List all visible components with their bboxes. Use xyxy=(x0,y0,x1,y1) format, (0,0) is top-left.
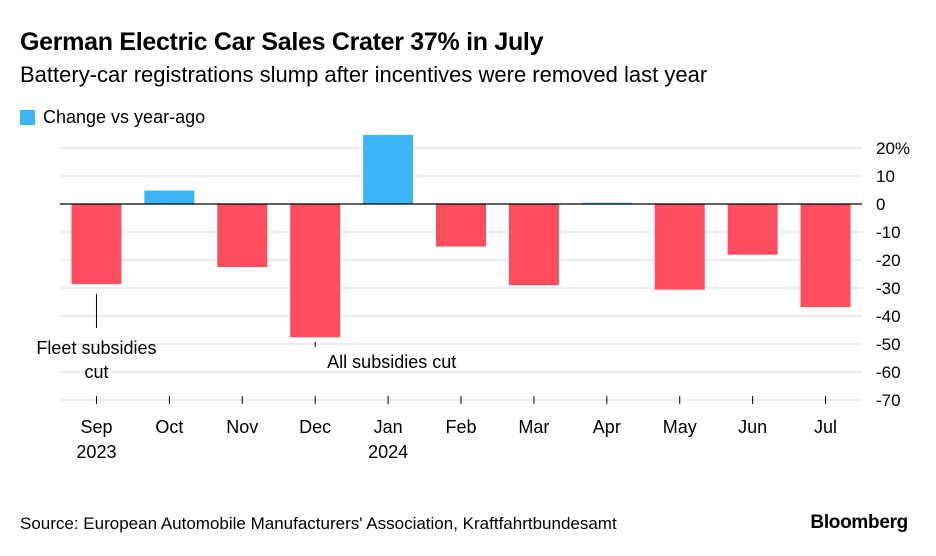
x-tick-label: Jul xyxy=(814,417,837,437)
bar xyxy=(727,204,778,255)
annotation-text: cut xyxy=(84,362,108,382)
legend-swatch xyxy=(20,110,35,125)
y-tick-label: -30 xyxy=(876,279,901,298)
y-tick-label: -10 xyxy=(876,223,901,242)
bar xyxy=(363,134,414,204)
x-tick-sublabel: 2024 xyxy=(368,442,408,462)
x-tick-label: May xyxy=(663,417,697,437)
x-tick-label: Jan xyxy=(374,417,403,437)
bar xyxy=(800,204,851,308)
x-tick-label: Oct xyxy=(155,417,183,437)
bar xyxy=(654,204,705,290)
bar xyxy=(508,204,559,286)
y-tick-label: 20% xyxy=(876,139,910,158)
x-tick-label: Mar xyxy=(518,417,549,437)
legend-label: Change vs year-ago xyxy=(43,107,206,127)
bloomberg-logo: Bloomberg xyxy=(810,512,908,533)
chart-title: German Electric Car Sales Crater 37% in … xyxy=(20,28,544,56)
x-tick-label: Sep xyxy=(80,417,112,437)
x-tick-label: Nov xyxy=(226,417,258,437)
bar-chart: 20% 10 -10 -20 -30 -40 -50 -60 -70 0 Sep 2023 Oct Nov… xyxy=(36,134,910,462)
source-note: Source: European Automobile Manufacturer… xyxy=(20,514,617,533)
bar xyxy=(217,204,268,267)
y-tick-label: -20 xyxy=(876,251,901,270)
chart-subtitle: Battery-car registrations slump after in… xyxy=(20,62,708,87)
annotation-text: All subsidies cut xyxy=(327,352,456,372)
bar xyxy=(436,204,486,247)
x-tick-label: Jun xyxy=(738,417,767,437)
x-tick-label: Feb xyxy=(445,417,476,437)
bar xyxy=(71,204,122,285)
annotation-text: Fleet subsidies xyxy=(36,338,156,358)
x-tick-label: Apr xyxy=(593,417,621,437)
y-tick-label: 0 xyxy=(876,195,885,214)
x-tick-sublabel: 2023 xyxy=(76,442,116,462)
y-tick-label: -40 xyxy=(876,307,901,326)
y-tick-label: -70 xyxy=(876,391,901,410)
y-tick-label: -50 xyxy=(876,335,901,354)
x-tick-label: Dec xyxy=(299,417,331,437)
y-tick-label: -60 xyxy=(876,363,901,382)
bar xyxy=(290,204,341,338)
bar xyxy=(144,190,195,204)
y-tick-label: 10 xyxy=(876,167,895,186)
legend: Change vs year-ago xyxy=(20,107,205,128)
